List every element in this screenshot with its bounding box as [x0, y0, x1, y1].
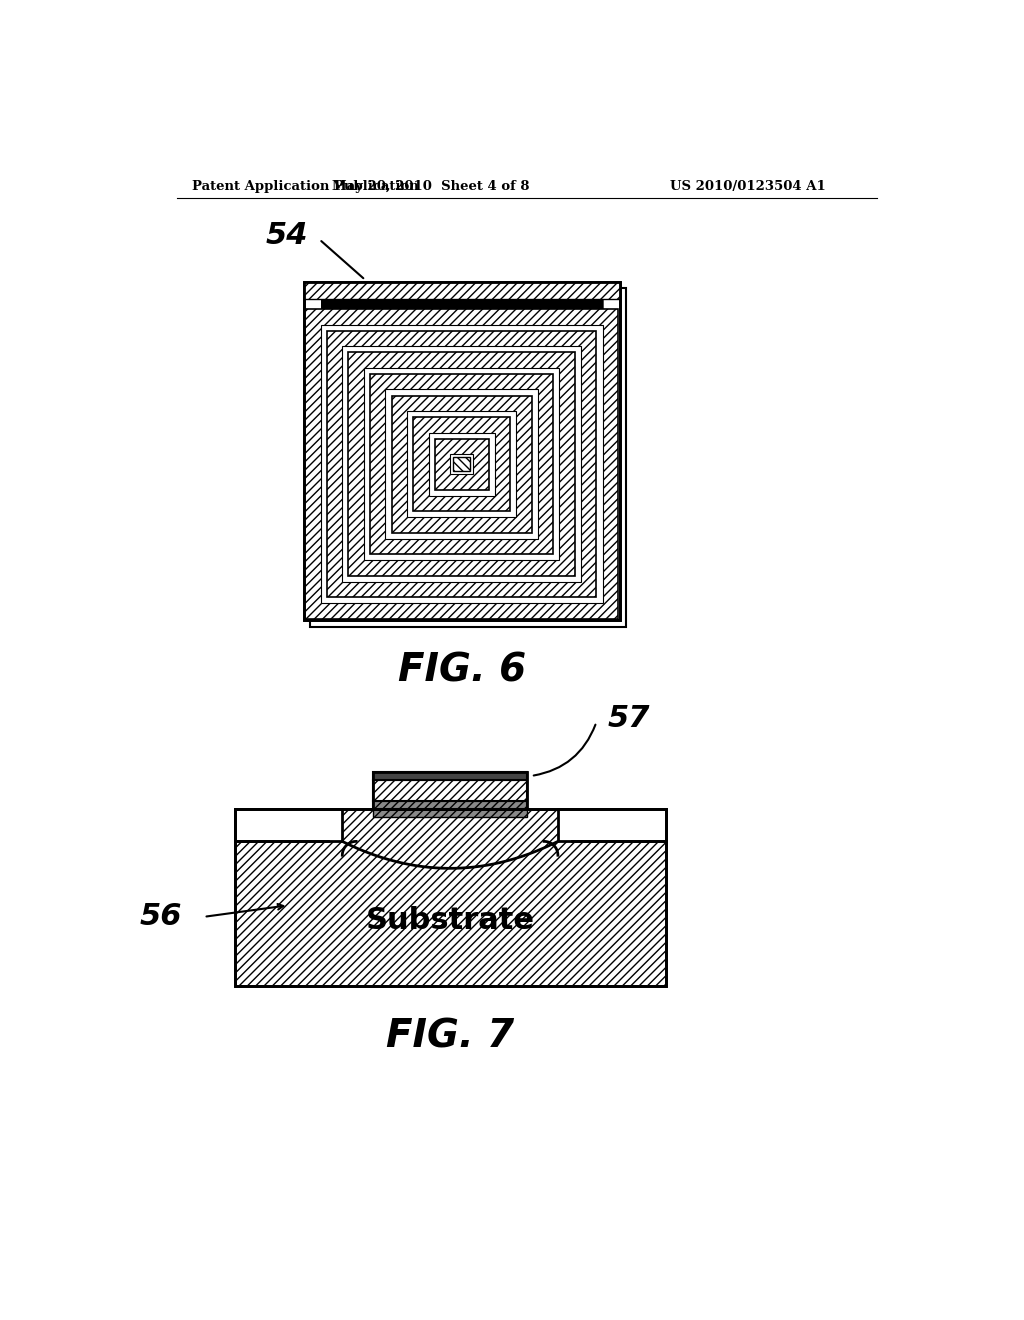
Bar	[321, 325, 602, 603]
Text: 54: 54	[265, 220, 307, 249]
Bar	[234, 809, 342, 841]
Bar	[391, 396, 531, 533]
Text: May 20, 2010  Sheet 4 of 8: May 20, 2010 Sheet 4 of 8	[332, 181, 529, 194]
Bar	[373, 772, 527, 809]
Bar	[348, 352, 574, 576]
Bar	[385, 389, 538, 539]
Bar	[373, 772, 527, 780]
Bar	[304, 281, 620, 620]
Bar	[370, 374, 553, 554]
Bar	[558, 809, 666, 841]
Text: FIG. 7: FIG. 7	[386, 1018, 514, 1055]
Text: US 2010/0123504 A1: US 2010/0123504 A1	[670, 181, 825, 194]
Bar	[304, 281, 620, 298]
Text: FIG. 6: FIG. 6	[397, 652, 525, 689]
Bar	[321, 298, 602, 309]
Bar	[364, 368, 559, 561]
Bar	[373, 809, 527, 817]
Text: N⁺: N⁺	[274, 816, 302, 834]
Text: N⁺: N⁺	[598, 816, 626, 834]
Bar	[373, 801, 527, 809]
Text: 57: 57	[608, 704, 650, 733]
Bar	[342, 346, 581, 582]
Bar	[305, 309, 617, 619]
Bar	[310, 288, 626, 627]
Text: Substrate: Substrate	[366, 907, 535, 935]
Text: Patent Application Publication: Patent Application Publication	[193, 181, 419, 194]
Bar	[407, 411, 516, 517]
Bar	[327, 331, 596, 598]
Bar	[454, 457, 470, 471]
Bar	[451, 454, 473, 474]
Bar	[435, 438, 488, 490]
Bar	[304, 281, 620, 620]
Bar	[413, 417, 510, 511]
Bar	[321, 298, 602, 309]
Bar	[373, 780, 527, 801]
Bar	[234, 809, 666, 986]
Text: 56: 56	[139, 903, 182, 932]
Bar	[234, 809, 666, 986]
Bar	[429, 433, 495, 496]
